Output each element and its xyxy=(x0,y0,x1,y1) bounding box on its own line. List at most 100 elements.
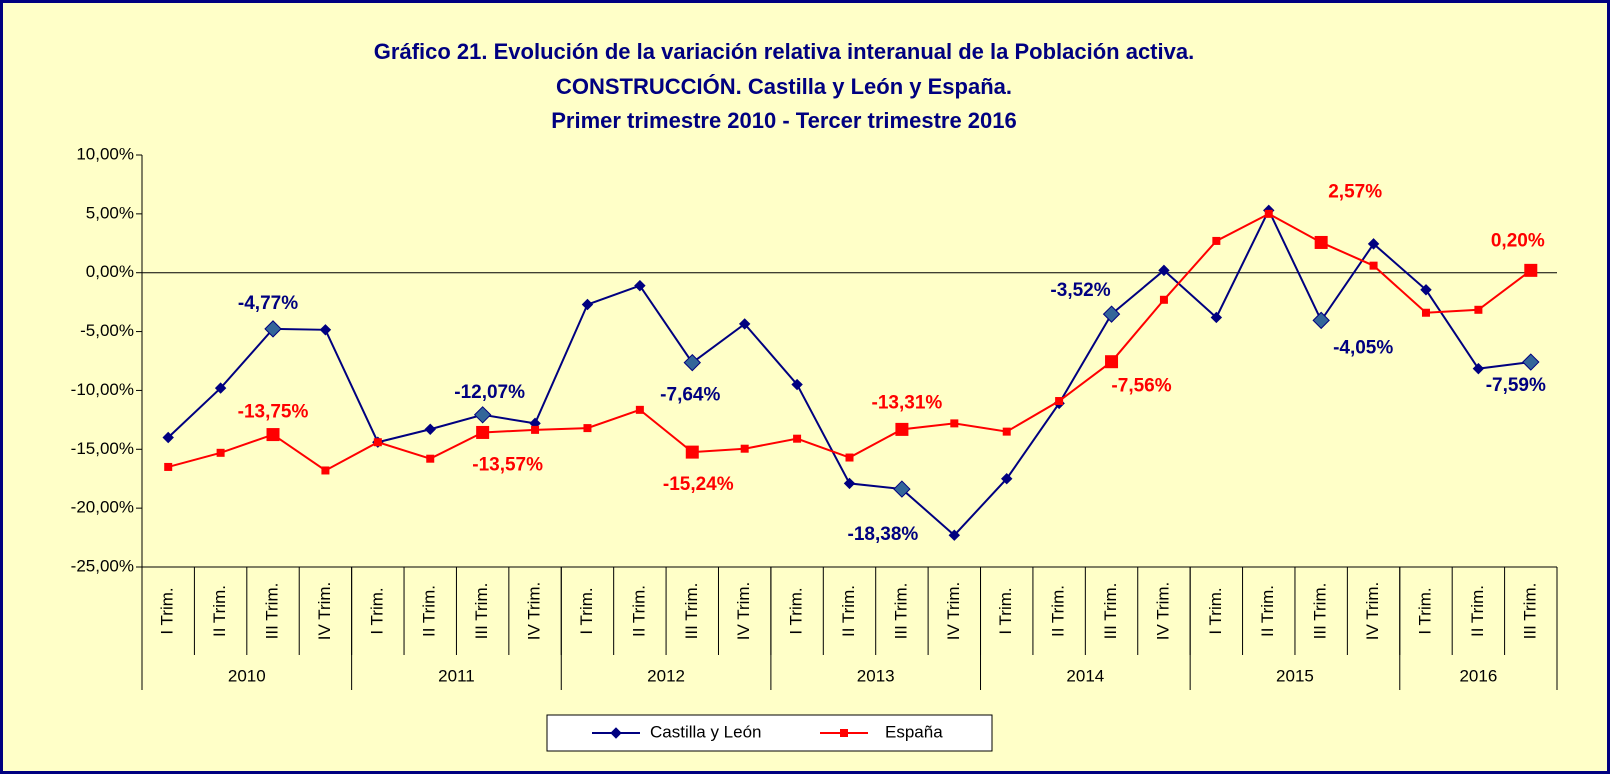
marker xyxy=(1367,238,1380,250)
x-group-label: 2010 xyxy=(228,666,266,685)
chart-title: Gráfico 21. Evolución de la variación re… xyxy=(374,39,1194,64)
marker xyxy=(793,434,802,443)
x-tick-label: I Trim. xyxy=(577,587,596,634)
value-label: -13,31% xyxy=(872,392,943,413)
marker xyxy=(950,419,959,428)
marker xyxy=(581,298,594,311)
chart-title: Primer trimestre 2010 - Tercer trimestre… xyxy=(551,108,1017,133)
marker xyxy=(476,425,490,439)
x-tick-label: III Trim. xyxy=(682,583,701,640)
legend-label: Castilla y León xyxy=(650,722,762,741)
x-tick-label: II Trim. xyxy=(210,585,229,637)
marker xyxy=(685,445,699,459)
value-label: -13,75% xyxy=(238,402,309,423)
y-tick-label: -5,00% xyxy=(80,321,134,340)
x-tick-label: III Trim. xyxy=(1311,583,1330,640)
value-label: -12,07% xyxy=(454,382,525,403)
marker xyxy=(214,382,227,394)
value-label: 2,57% xyxy=(1328,181,1382,202)
marker xyxy=(424,423,436,435)
y-tick-label: -15,00% xyxy=(71,439,134,458)
marker xyxy=(1055,397,1064,406)
marker xyxy=(791,378,803,391)
x-tick-label: IV Trim. xyxy=(944,582,963,641)
marker xyxy=(319,324,332,336)
marker xyxy=(266,428,280,442)
legend-label: España xyxy=(885,722,943,741)
x-group-label: 2011 xyxy=(438,666,475,685)
y-tick-label: -20,00% xyxy=(71,498,134,517)
x-tick-label: IV Trim. xyxy=(315,582,334,641)
x-tick-label: I Trim. xyxy=(367,587,386,634)
marker xyxy=(264,320,282,338)
x-tick-label: IV Trim. xyxy=(525,582,544,641)
x-tick-label: II Trim. xyxy=(1468,585,1487,637)
x-tick-label: I Trim. xyxy=(158,587,177,634)
x-tick-label: II Trim. xyxy=(839,585,858,637)
marker xyxy=(948,529,961,541)
x-tick-label: II Trim. xyxy=(1258,585,1277,637)
value-label: -3,52% xyxy=(1050,280,1110,301)
marker xyxy=(373,438,382,447)
x-tick-label: II Trim. xyxy=(629,585,648,637)
marker xyxy=(321,466,330,475)
x-tick-label: I Trim. xyxy=(996,587,1015,634)
marker xyxy=(216,448,225,457)
x-tick-label: IV Trim. xyxy=(1363,582,1382,641)
marker xyxy=(531,425,540,434)
marker xyxy=(1159,295,1168,304)
marker xyxy=(162,431,174,444)
y-tick-label: 10,00% xyxy=(76,144,134,163)
marker xyxy=(845,453,854,462)
marker xyxy=(1264,209,1273,218)
x-tick-label: II Trim. xyxy=(1049,585,1068,637)
marker xyxy=(1210,311,1223,324)
marker xyxy=(164,462,173,471)
marker xyxy=(473,406,492,424)
x-tick-label: III Trim. xyxy=(1520,583,1539,640)
marker xyxy=(1002,427,1011,436)
marker xyxy=(426,454,435,463)
marker xyxy=(893,480,911,498)
x-group-label: 2016 xyxy=(1459,666,1497,685)
value-label: -15,24% xyxy=(663,474,734,495)
marker xyxy=(1472,362,1485,375)
marker xyxy=(1524,263,1538,277)
value-label: -7,56% xyxy=(1111,376,1171,397)
marker xyxy=(634,279,646,292)
marker xyxy=(610,727,622,739)
marker xyxy=(840,729,848,737)
marker xyxy=(895,422,909,436)
x-tick-label: IV Trim. xyxy=(734,582,753,641)
x-tick-label: IV Trim. xyxy=(1153,582,1172,641)
y-tick-label: -25,00% xyxy=(71,556,134,575)
marker xyxy=(740,444,749,453)
value-label: -13,57% xyxy=(472,454,543,475)
marker xyxy=(843,477,856,490)
chart-title: CONSTRUCCIÓN. Castilla y León y España. xyxy=(556,74,1012,99)
marker xyxy=(1212,236,1221,245)
marker xyxy=(1001,473,1013,485)
marker xyxy=(1522,353,1540,371)
marker xyxy=(1158,264,1170,277)
value-label: 0,20% xyxy=(1491,230,1545,251)
x-tick-label: III Trim. xyxy=(472,583,491,640)
marker xyxy=(1421,308,1430,317)
marker xyxy=(1369,261,1378,270)
value-label: -7,59% xyxy=(1486,375,1546,396)
x-tick-label: I Trim. xyxy=(1415,587,1434,634)
x-group-label: 2012 xyxy=(647,666,685,685)
x-tick-label: I Trim. xyxy=(787,587,806,634)
value-label: -4,05% xyxy=(1333,337,1393,358)
marker xyxy=(683,353,701,372)
x-tick-label: I Trim. xyxy=(1206,587,1225,634)
y-tick-label: -10,00% xyxy=(71,380,134,399)
x-group-label: 2013 xyxy=(857,666,895,685)
x-group-label: 2014 xyxy=(1066,666,1104,685)
y-tick-label: 5,00% xyxy=(86,203,134,222)
value-label: -7,64% xyxy=(660,385,720,406)
x-tick-label: III Trim. xyxy=(263,583,282,640)
marker xyxy=(1312,311,1330,330)
